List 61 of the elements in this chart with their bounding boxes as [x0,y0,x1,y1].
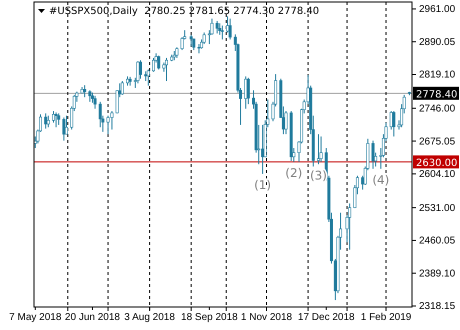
y-tick-label: 2318.15 [419,301,456,312]
candlestick [54,112,58,128]
y-tick-label: 2389.10 [419,268,456,280]
candlestick [88,90,92,102]
y-tick-label: 2604.10 [419,169,456,180]
candlestick [197,44,200,54]
y-tick-label: 2531.00 [419,202,456,214]
candlestick [110,110,114,130]
candlestick [120,80,124,96]
candlestick [284,110,288,135]
x-tick-label: 1 Feb 2019 [360,312,412,324]
x-tick-label: 7 May 2018 [9,312,62,324]
y-tick-label: 2746.00 [419,103,456,114]
annotation: (1) [254,178,272,192]
x-tick-label: 1 Nov 2018 [240,312,293,324]
candlestick [192,38,196,51]
candlestick [144,70,148,82]
candlestick [320,136,323,162]
candlestick [244,76,248,110]
candlestick [139,60,142,80]
candlestick [44,112,48,130]
y-tick-label: 2819.10 [419,70,456,81]
y-tick-label: 2675.05 [419,136,456,148]
candlestick [348,202,352,250]
y-tick-label: 2961.00 [419,4,456,16]
candlestick [246,77,250,105]
candlestick [52,110,55,124]
ref-line-label: 2778.40 [416,89,458,100]
candlestick [62,117,66,142]
candlestick [216,20,219,34]
candlestick [46,115,50,128]
chart-title: #USSPX500,Daily 2780.25 2781.65 2774.30 2778.40 [49,6,320,17]
candlestick [83,84,86,98]
candlestick [202,32,206,45]
candlestick [157,55,160,70]
annotation: (4) [372,173,390,188]
candlestick [220,25,224,40]
candlestick [172,50,176,61]
candlestick [228,18,232,40]
candlestick [94,95,97,110]
candlestick [392,110,396,137]
ref-line-label: 2630.00 [416,158,458,169]
x-tick-label: 18 Sep 2018 [181,312,238,324]
candlestick [146,68,150,86]
y-tick-label: 2460.05 [419,236,456,247]
candlestick [152,57,156,72]
annotation: (2) [285,166,302,180]
x-tick-label: 17 Dec 2018 [298,312,356,324]
x-tick-label: 20 Jun 2018 [64,312,120,324]
candlestick [390,110,393,130]
candlestick [175,46,178,58]
candlestick [164,57,168,82]
candlestick [316,134,320,165]
candlestick [106,115,110,135]
candlestick [218,22,222,36]
x-tick-label: 3 Aug 2018 [124,312,176,324]
candlestick [98,101,102,128]
y-tick-label: 2890.05 [419,36,456,48]
candlestick [57,112,60,126]
candlestick [372,140,375,170]
candlestick [190,34,193,47]
